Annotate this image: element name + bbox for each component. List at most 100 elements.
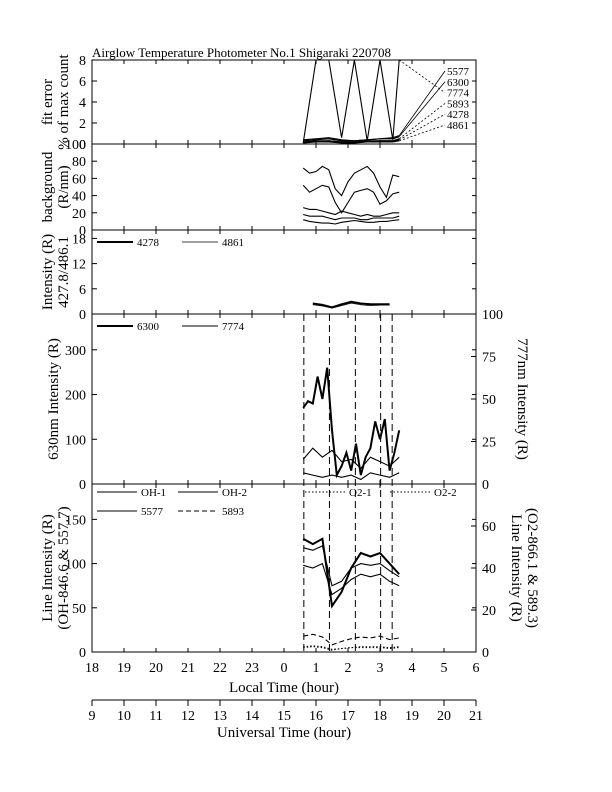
- y-tick-label-line_intensity: 50: [72, 602, 86, 617]
- series-leader-4278: [399, 113, 446, 141]
- universal-time-tick-label: 19: [405, 709, 419, 724]
- y-tick-label-fit_error: 6: [79, 75, 86, 90]
- universal-time-tick-label: 14: [245, 709, 259, 724]
- universal-time-tick-label: 9: [89, 709, 96, 724]
- y-label-background: background: [40, 151, 56, 222]
- series-line-background-b: [302, 184, 400, 214]
- local-time-tick-label: 22: [213, 661, 227, 676]
- right-y-label-line_intensity: Line Intensity (R): [508, 514, 524, 621]
- y-tick-label-intensity_4278_4861: 0: [79, 308, 86, 323]
- right-y-tick-label-line_intensity: 0: [482, 646, 489, 661]
- panel-frame-630-777: [91, 313, 477, 485]
- local-time-tick-label: 23: [245, 661, 259, 676]
- y-label-background: (R/nm): [56, 165, 72, 208]
- universal-time-tick-label: 16: [309, 709, 323, 724]
- local-time-tick-label: 6: [473, 661, 480, 676]
- y-tick-label-630_777: 200: [65, 389, 86, 404]
- series-label-5893: 5893: [447, 98, 470, 110]
- universal-time-axis-label: Universal Time (hour): [217, 725, 351, 741]
- series-leader-4861: [399, 124, 446, 142]
- panel-intensity_4278_4861: 0 6 12 18 Intensity (R) 427.8/486.1 4278 4861: [40, 230, 477, 323]
- y-tick-label-background: 100: [65, 138, 86, 153]
- y-tick-label-intensity_4278_4861: 12: [72, 258, 86, 273]
- right-y-tick-label-630_777: 75: [482, 351, 496, 366]
- local-time-tick-label: 20: [149, 661, 163, 676]
- local-time-axis-label: Local Time (hour): [229, 680, 339, 696]
- y-label-line_intensity: Line Intensity (R): [40, 514, 56, 621]
- series-line-intensity_4278_4861-4861: [312, 302, 390, 309]
- series-label-4861: 4861: [447, 120, 469, 132]
- y-label-line_intensity: (OH-846.6 & 557.7): [56, 506, 72, 629]
- local-time-tick-label: 0: [281, 661, 288, 676]
- y-tick-label-fit_error: 4: [79, 96, 86, 111]
- local-time-tick-label: 19: [117, 661, 131, 676]
- legend-label-OH-2: OH-2: [222, 487, 247, 499]
- universal-time-tick-label: 21: [469, 709, 483, 724]
- y-tick-label-intensity_4278_4861: 18: [72, 232, 86, 247]
- event-markers: [303, 314, 393, 652]
- y-tick-label-line_intensity: 100: [65, 558, 86, 573]
- y-label-fit_error: fit error: [40, 79, 56, 125]
- panel-frame-background: [91, 143, 477, 231]
- y-tick-label-background: 0: [79, 224, 86, 239]
- series-line-line_intensity-5577: [302, 537, 400, 609]
- series-label-7774: 7774: [447, 88, 470, 100]
- universal-time-tick-label: 17: [341, 709, 355, 724]
- series-line-background-d: [303, 213, 400, 221]
- right-y-tick-label-630_777: 100: [482, 308, 503, 323]
- series-line-background-e: [303, 219, 400, 225]
- universal-time-tick-label: 11: [149, 709, 162, 724]
- series-line-fit_error-6300: [303, 136, 400, 142]
- right-y-tick-label-630_777: 0: [482, 478, 489, 493]
- panel-frame-fit-error: [91, 59, 477, 145]
- y-tick-label-630_777: 300: [65, 344, 86, 359]
- universal-time-tick-label: 18: [373, 709, 387, 724]
- right-y-tick-label-630_777: 50: [482, 393, 496, 408]
- series-leader-5893: [398, 103, 446, 140]
- universal-time-tick-label: 13: [213, 709, 227, 724]
- series-line-line_intensity-OH-2: [303, 545, 400, 587]
- right-y-label-line_intensity: (O2-866.1 & 589.3): [524, 508, 540, 628]
- series-label-4278: 4278: [447, 109, 470, 121]
- series-line-fit_error-4861: [303, 140, 400, 144]
- y-label-fit_error: % of max count: [56, 53, 72, 149]
- y-tick-label-630_777: 0: [79, 478, 86, 493]
- local-time-tick-label: 4: [409, 661, 416, 676]
- legend-label-5893: 5893: [222, 506, 245, 518]
- local-time-tick-label: 3: [377, 661, 384, 676]
- right-y-tick-label-line_intensity: 20: [482, 604, 496, 619]
- series-line-630_777-7774: [302, 447, 400, 470]
- universal-time-tick-label: 10: [117, 709, 131, 724]
- series-label-6300: 6300: [447, 77, 470, 89]
- y-label-630_777: 630nm Intensity (R): [46, 338, 62, 460]
- series-line-line_intensity-O2-2: [303, 646, 400, 651]
- series-line-630_777-extra: [303, 472, 400, 481]
- panel-fit_error: 0 2 4 6 8 fit error% of max count 557763007774…: [40, 53, 477, 153]
- legend-label-5577: 5577: [141, 506, 164, 518]
- series-line-line_intensity-5893: [303, 633, 400, 646]
- universal-time-tick-label: 15: [277, 709, 291, 724]
- chart-title: Airglow Temperature Photometer No.1 Shig…: [92, 45, 391, 60]
- series-line-fit_error-7774: [302, 59, 400, 143]
- legend-label-4278: 4278: [137, 237, 160, 249]
- legend-label-4861: 4861: [222, 237, 244, 249]
- series-line-line_intensity-O2-1: [303, 645, 400, 650]
- series-leader-6300: [398, 81, 446, 137]
- y-tick-label-line_intensity: 0: [79, 646, 86, 661]
- local-time-tick-label: 1: [313, 661, 320, 676]
- y-tick-label-intensity_4278_4861: 6: [79, 283, 86, 298]
- series-line-intensity_4278_4861-4278: [312, 300, 390, 309]
- local-time-tick-label: 5: [441, 661, 448, 676]
- y-tick-label-background: 20: [72, 207, 86, 222]
- y-tick-label-fit_error: 8: [79, 54, 86, 69]
- y-tick-label-fit_error: 2: [79, 117, 86, 132]
- series-line-line_intensity-OH-1: [303, 562, 400, 596]
- series-line-fit_error-4278: [303, 139, 400, 143]
- y-tick-label-line_intensity: 150: [65, 513, 86, 528]
- local-time-tick-label: 21: [181, 661, 195, 676]
- panel-background: 0 20 40 60 80 100 background (R/nm): [40, 138, 477, 239]
